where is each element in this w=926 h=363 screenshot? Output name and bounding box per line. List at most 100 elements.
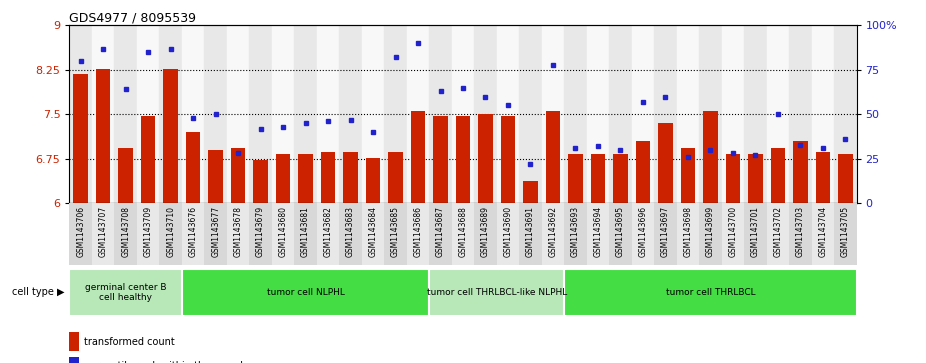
Bar — [115, 25, 137, 203]
Bar — [231, 148, 245, 203]
Bar — [569, 154, 582, 203]
Text: GSM1143707: GSM1143707 — [99, 206, 107, 257]
Text: GSM1143702: GSM1143702 — [773, 206, 782, 257]
Bar — [699, 25, 721, 203]
Bar — [699, 203, 721, 265]
Text: GSM1143709: GSM1143709 — [144, 206, 153, 257]
Bar — [767, 203, 789, 265]
Bar — [635, 141, 650, 203]
Bar — [96, 69, 110, 203]
Bar — [227, 25, 249, 203]
Text: GSM1143690: GSM1143690 — [504, 206, 512, 257]
Bar — [388, 152, 403, 203]
Bar — [362, 203, 384, 265]
Bar — [69, 203, 92, 265]
Bar — [272, 25, 294, 203]
Bar — [745, 25, 767, 203]
Bar — [789, 203, 811, 265]
Bar — [294, 25, 317, 203]
Bar — [430, 269, 564, 316]
Bar — [564, 269, 857, 316]
Bar — [609, 25, 632, 203]
Text: GSM1143693: GSM1143693 — [571, 206, 580, 257]
Bar — [721, 25, 745, 203]
Bar — [811, 25, 834, 203]
Bar — [69, 25, 92, 203]
Bar — [159, 25, 181, 203]
Bar — [587, 203, 609, 265]
Bar — [452, 25, 474, 203]
Text: GSM1143682: GSM1143682 — [323, 206, 332, 257]
Bar — [474, 25, 496, 203]
Text: GSM1143699: GSM1143699 — [706, 206, 715, 257]
Bar — [137, 25, 159, 203]
Bar — [501, 115, 515, 203]
Bar — [254, 160, 268, 203]
Bar — [456, 115, 470, 203]
Bar — [613, 154, 628, 203]
Bar — [411, 111, 425, 203]
Text: GSM1143708: GSM1143708 — [121, 206, 131, 257]
Text: GSM1143692: GSM1143692 — [548, 206, 557, 257]
Text: GSM1143704: GSM1143704 — [819, 206, 827, 257]
Bar — [654, 203, 677, 265]
Bar — [542, 203, 564, 265]
Bar — [430, 25, 452, 203]
Bar — [320, 152, 335, 203]
Bar — [92, 25, 115, 203]
Bar — [317, 25, 339, 203]
Bar — [496, 25, 519, 203]
Bar — [339, 203, 362, 265]
Bar — [137, 203, 159, 265]
Text: GSM1143697: GSM1143697 — [661, 206, 669, 257]
Bar — [141, 115, 156, 203]
Text: tumor cell THRLBCL: tumor cell THRLBCL — [666, 288, 756, 297]
Bar — [276, 154, 291, 203]
Text: GSM1143684: GSM1143684 — [369, 206, 378, 257]
Bar — [407, 25, 430, 203]
Bar — [272, 203, 294, 265]
Text: GSM1143689: GSM1143689 — [481, 206, 490, 257]
Bar — [658, 123, 672, 203]
Bar — [632, 203, 654, 265]
Bar — [163, 69, 178, 203]
Bar — [793, 141, 807, 203]
Text: percentile rank within the sample: percentile rank within the sample — [83, 362, 248, 363]
Bar — [159, 203, 181, 265]
Text: GSM1143685: GSM1143685 — [391, 206, 400, 257]
Bar — [789, 25, 811, 203]
Bar — [249, 25, 272, 203]
Bar — [496, 203, 519, 265]
Bar — [115, 203, 137, 265]
Bar — [69, 332, 79, 351]
Bar — [770, 148, 785, 203]
Bar — [519, 203, 542, 265]
Text: GSM1143710: GSM1143710 — [166, 206, 175, 257]
Bar — [186, 132, 200, 203]
Bar — [208, 150, 223, 203]
Bar — [767, 25, 789, 203]
Bar — [294, 203, 317, 265]
Bar — [69, 356, 79, 363]
Text: GSM1143677: GSM1143677 — [211, 206, 220, 257]
Bar — [681, 148, 695, 203]
Bar — [362, 25, 384, 203]
Bar — [384, 203, 407, 265]
Text: GDS4977 / 8095539: GDS4977 / 8095539 — [69, 11, 196, 24]
Bar — [92, 203, 115, 265]
Bar — [564, 25, 587, 203]
Bar — [317, 203, 339, 265]
Bar — [816, 152, 830, 203]
Text: GSM1143681: GSM1143681 — [301, 206, 310, 257]
Bar — [430, 203, 452, 265]
Text: GSM1143683: GSM1143683 — [346, 206, 355, 257]
Text: tumor cell NLPHL: tumor cell NLPHL — [267, 288, 344, 297]
Bar — [811, 203, 834, 265]
Text: cell type ▶: cell type ▶ — [12, 287, 65, 297]
Text: GSM1143687: GSM1143687 — [436, 206, 445, 257]
Bar — [609, 203, 632, 265]
Bar — [249, 203, 272, 265]
Bar — [344, 152, 357, 203]
Bar — [181, 25, 205, 203]
Bar — [632, 25, 654, 203]
